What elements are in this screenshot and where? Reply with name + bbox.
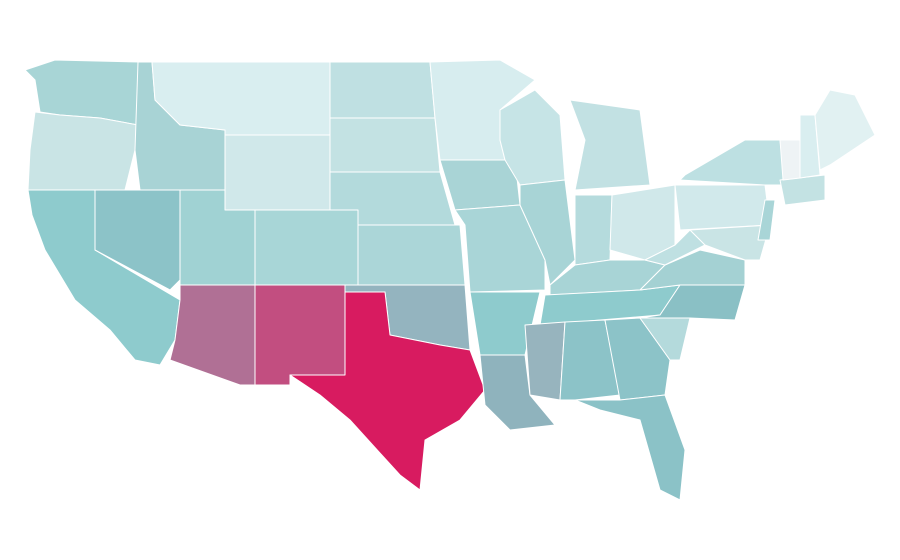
state-region: [574, 394, 686, 501]
state-region: [479, 354, 556, 431]
state-region: [569, 99, 651, 191]
state-region: [329, 117, 441, 173]
state-region: [604, 317, 671, 401]
state-region: [224, 134, 331, 211]
state-region: [254, 284, 346, 386]
state-region: [574, 194, 613, 266]
state-region: [814, 89, 876, 171]
state-region: [357, 224, 466, 286]
state-region: [289, 291, 486, 491]
state-region: [524, 321, 566, 401]
state-region: [779, 139, 801, 181]
state-region: [254, 209, 359, 286]
state-region: [609, 184, 676, 261]
state-region: [559, 319, 621, 401]
state-region: [151, 61, 331, 136]
state-region: [674, 184, 771, 231]
regions: [24, 59, 876, 501]
state-region: [27, 111, 139, 191]
state-region: [329, 61, 436, 119]
state-region: [799, 114, 821, 179]
state-region: [689, 224, 771, 261]
state-region: [757, 199, 776, 241]
